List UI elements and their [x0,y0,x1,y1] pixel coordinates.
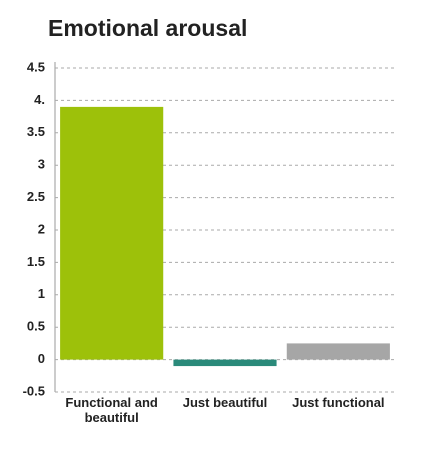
chart-title: Emotional arousal [48,15,247,41]
y-tick-label: 3 [38,157,45,172]
y-tick-label: 2 [38,221,45,236]
x-tick-label: Functional and beautiful [65,395,158,425]
x-tick-label: Just beautiful [182,395,268,410]
y-tick-label: -0.5 [23,383,45,398]
bar [60,106,164,360]
y-tick-label: 4.5 [27,59,45,74]
y-tick-label: 2.5 [27,189,45,204]
bar [286,343,390,360]
x-tick-label: Just functional [292,395,385,410]
y-tick-label: 0 [38,351,45,366]
y-tick-label: 0.5 [27,319,45,334]
y-tick-label: 4. [34,92,45,107]
bar [173,359,277,367]
y-tick-label: 3.5 [27,124,45,139]
y-tick-label: 1.5 [27,254,45,269]
y-tick-label: 1 [38,286,45,301]
